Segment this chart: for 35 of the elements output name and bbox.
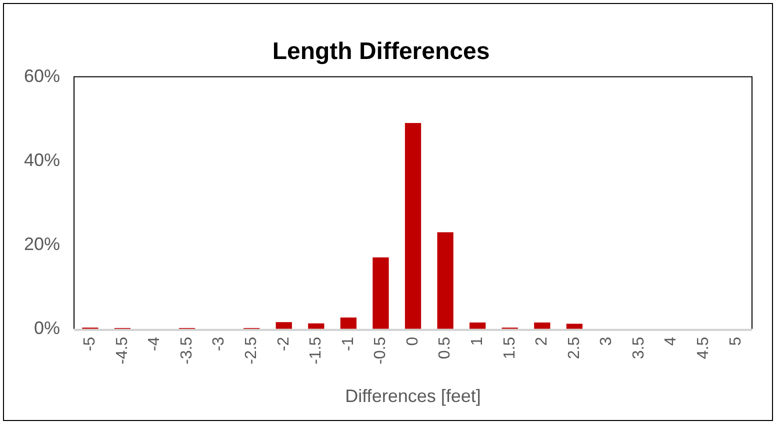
- y-tick-label: 20%: [24, 234, 60, 254]
- y-tick-label: 60%: [24, 66, 60, 86]
- x-tick-label: -1: [340, 336, 357, 352]
- x-tick-label: -3: [210, 336, 228, 352]
- x-tick-label: 4.5: [694, 336, 712, 360]
- x-tick-label: 3: [598, 336, 616, 346]
- x-tick-label: -2: [275, 336, 292, 352]
- bar: [534, 322, 550, 329]
- x-tick-label: -4.5: [114, 336, 131, 364]
- x-tick-label: -5: [82, 336, 99, 352]
- x-tick-label: -1.5: [308, 336, 325, 364]
- bar: [372, 257, 389, 329]
- x-tick-label: -3.5: [178, 336, 196, 364]
- bar: [276, 322, 292, 329]
- x-tick-label: 0.5: [436, 336, 454, 360]
- x-tick-label: 1.5: [501, 336, 518, 360]
- bar: [470, 322, 486, 329]
- chart-title: Length Differences: [272, 38, 490, 66]
- bar: [404, 123, 422, 329]
- bar: [308, 323, 324, 329]
- x-tick-label: 2: [534, 336, 551, 346]
- y-tick-label: 40%: [24, 150, 60, 170]
- x-axis-title: Differences [feet]: [345, 386, 481, 406]
- bar: [340, 317, 357, 329]
- x-tick-label: -2.5: [242, 336, 260, 364]
- x-tick-label: 5: [727, 336, 744, 346]
- x-tick-label: 3.5: [630, 336, 648, 360]
- y-tick-label: 0%: [34, 318, 60, 338]
- bar: [437, 232, 454, 329]
- x-tick-label: 4: [662, 336, 680, 346]
- x-tick-label: 2.5: [566, 336, 583, 360]
- x-tick-label: -0.5: [372, 336, 390, 364]
- x-tick-label: -4: [146, 336, 164, 352]
- x-tick-label: 0: [404, 336, 422, 346]
- x-tick-label: 1: [468, 336, 486, 346]
